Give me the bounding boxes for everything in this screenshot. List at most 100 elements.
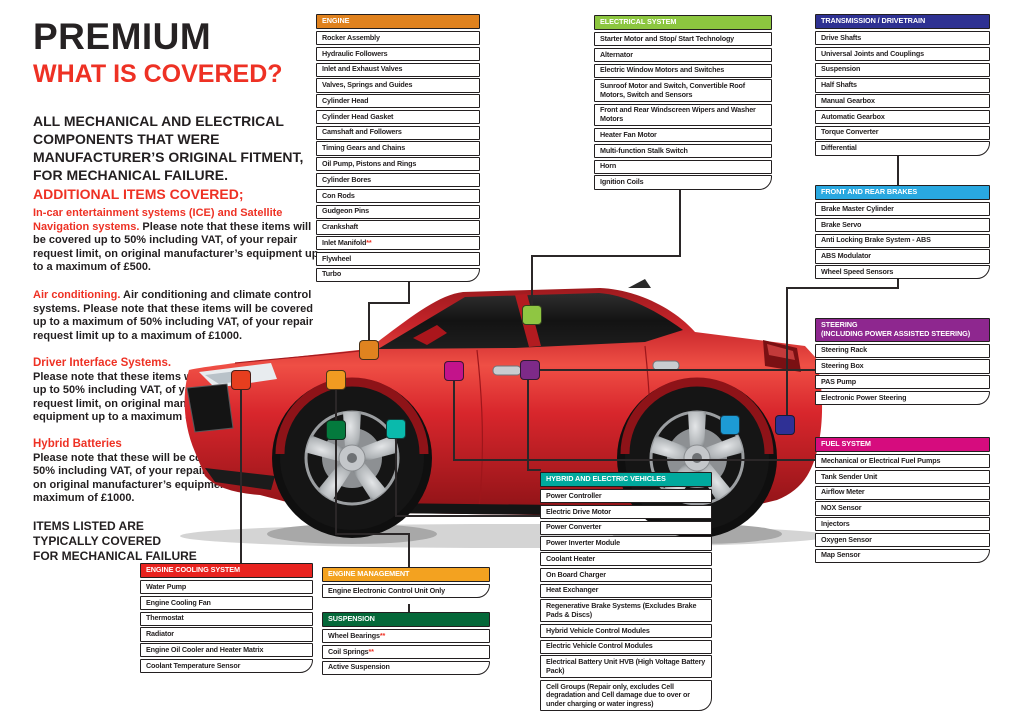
box-item: Engine Oil Cooler and Heater Matrix [140,643,313,658]
box-header-engine-cooling-system: ENGINE COOLING SYSTEM [140,563,313,579]
box-transmission-drivetrain: TRANSMISSION / DRIVETRAIN Drive Shafts Uni… [815,14,990,156]
box-engine-cooling-system: ENGINE COOLING SYSTEM Water Pump Engine Co… [140,563,313,674]
box-item: ABS Modulator [815,249,990,264]
box-header-engine-management: ENGINE MANAGEMENT [322,567,490,583]
box-item: Horn [594,159,772,174]
box-item: Tank Sender Unit [815,469,990,484]
box-item: Cylinder Head Gasket [316,109,480,125]
connector-line [531,255,681,257]
box-item: Heat Exchanger [540,583,712,598]
side-mirror [413,325,447,345]
box-item: Gudgeon Pins [316,204,480,219]
box-item: Differential [815,141,990,156]
additional-items-heading: ADDITIONAL ITEMS COVERED; [33,186,244,202]
marker-transmission [775,415,795,435]
box-item: Valves, Springs and Guides [316,78,480,93]
box-item: Coolant Temperature Sensor [140,658,313,674]
connector-line [335,439,337,535]
box-item: Engine Electronic Control Unit Only [322,583,490,599]
box-item: Steering Rack [815,343,990,358]
box-item: Con Rods [316,188,480,203]
paragraph-aircon-lead: Air conditioning. [33,289,121,301]
box-item: Ignition Coils [594,175,772,190]
connector-line [540,369,815,371]
connector-line [897,272,899,289]
box-item: Electronic Power Steering [815,390,990,406]
box-engine: ENGINE Rocker Assembly Hydraulic Followers… [316,14,480,282]
box-item: Automatic Gearbox [815,109,990,125]
front-door-handle [492,365,522,376]
box-item: Electric Drive Motor [540,504,712,519]
paragraph-hybrid-lead: Hybrid Batteries [33,438,122,450]
box-item: Thermostat [140,611,313,626]
marker-hybrid [386,419,406,439]
box-header-electrical-system: ELECTRICAL SYSTEM [594,15,772,31]
box-item: Airflow Meter [815,485,990,500]
paragraph-ice: In-car entertainment systems (ICE) and S… [33,207,325,275]
box-item: Coolant Heater [540,552,712,567]
box-item: Coil Springs** [322,644,490,659]
connector-line [786,287,899,289]
front-grille [186,383,234,433]
connector-line [335,533,410,535]
box-item: Heater Fan Motor [594,128,772,143]
car-illustration [180,279,830,548]
box-suspension: SUSPENSION Wheel Bearings** Coil Springs**… [322,612,490,675]
box-item: Multi-function Stalk Switch [594,143,772,159]
box-item: Front and Rear Windscreen Wipers and Was… [594,103,772,127]
paragraph-hybrid-batteries: Hybrid Batteries Please note that these w… [33,438,285,506]
box-item: Brake Master Cylinder [815,201,990,217]
marker-electrical [522,305,542,325]
connector-line [453,459,815,461]
connector-line [368,302,410,304]
wheel-arch-rear [620,377,774,455]
connector-line [368,302,370,342]
box-item: On Board Charger [540,567,712,583]
marker-engine-cooling [231,370,251,390]
box-item: Oil Pump, Pistons and Rings [316,157,480,172]
box-item: Steering Box [815,359,990,374]
box-item: Sunroof Motor and Switch, Convertible Ro… [594,79,772,103]
box-item: NOX Sensor [815,501,990,516]
box-item: Oxygen Sensor [815,532,990,548]
paragraph-aircon-body: Air conditioning and climate control sys… [33,289,314,342]
connector-line [897,152,899,185]
box-item: Hybrid Vehicle Control Modules [540,623,712,638]
page-title: PREMIUM [33,16,212,57]
connector-line [408,268,410,302]
connector-line [408,604,410,613]
box-item: Inlet and Exhaust Valves [316,62,480,77]
box-item: Power Controller [540,488,712,504]
box-item: Rocker Assembly [316,30,480,46]
box-item: Power Converter [540,520,712,535]
box-header-hybrid-electric-vehicles: HYBRID AND ELECTRIC VEHICLES [540,472,712,488]
marker-fuel [444,361,464,381]
bonnet-line [234,349,369,364]
box-item: Engine Cooling Fan [140,595,313,610]
box-item: Half Shafts [815,78,990,93]
box-item: Radiator [140,627,313,642]
connector-line [527,469,541,471]
box-item: Turbo [316,267,480,282]
marker-steering [520,360,540,380]
connector-line [395,438,397,517]
box-item: Inlet Manifold** [316,236,480,251]
box-fuel-system: FUEL SYSTEM Mechanical or Electrical Fuel… [815,437,990,563]
box-item: Alternator [594,47,772,62]
paragraph-hybrid-body: Please note that these will be covered u… [33,451,278,505]
box-item: Electrical Battery Unit HVB (High Voltag… [540,655,712,679]
box-header-transmission-drivetrain: TRANSMISSION / DRIVETRAIN [815,14,990,30]
box-front-rear-brakes: FRONT AND REAR BRAKES Brake Master Cylind… [815,185,990,280]
box-item: Wheel Bearings** [322,628,490,644]
box-item: Cylinder Bores [316,173,480,188]
marker-brakes [720,415,740,435]
box-item: Anti Locking Brake System - ABS [815,233,990,248]
box-item: Suspension [815,62,990,77]
connector-line [240,389,242,565]
box-hybrid-electric-vehicles: HYBRID AND ELECTRIC VEHICLES Power Contro… [540,472,712,712]
box-item: Map Sensor [815,548,990,563]
box-header-front-rear-brakes: FRONT AND REAR BRAKES [815,185,990,201]
connector-line [408,533,410,567]
box-header-fuel-system: FUEL SYSTEM [815,437,990,453]
